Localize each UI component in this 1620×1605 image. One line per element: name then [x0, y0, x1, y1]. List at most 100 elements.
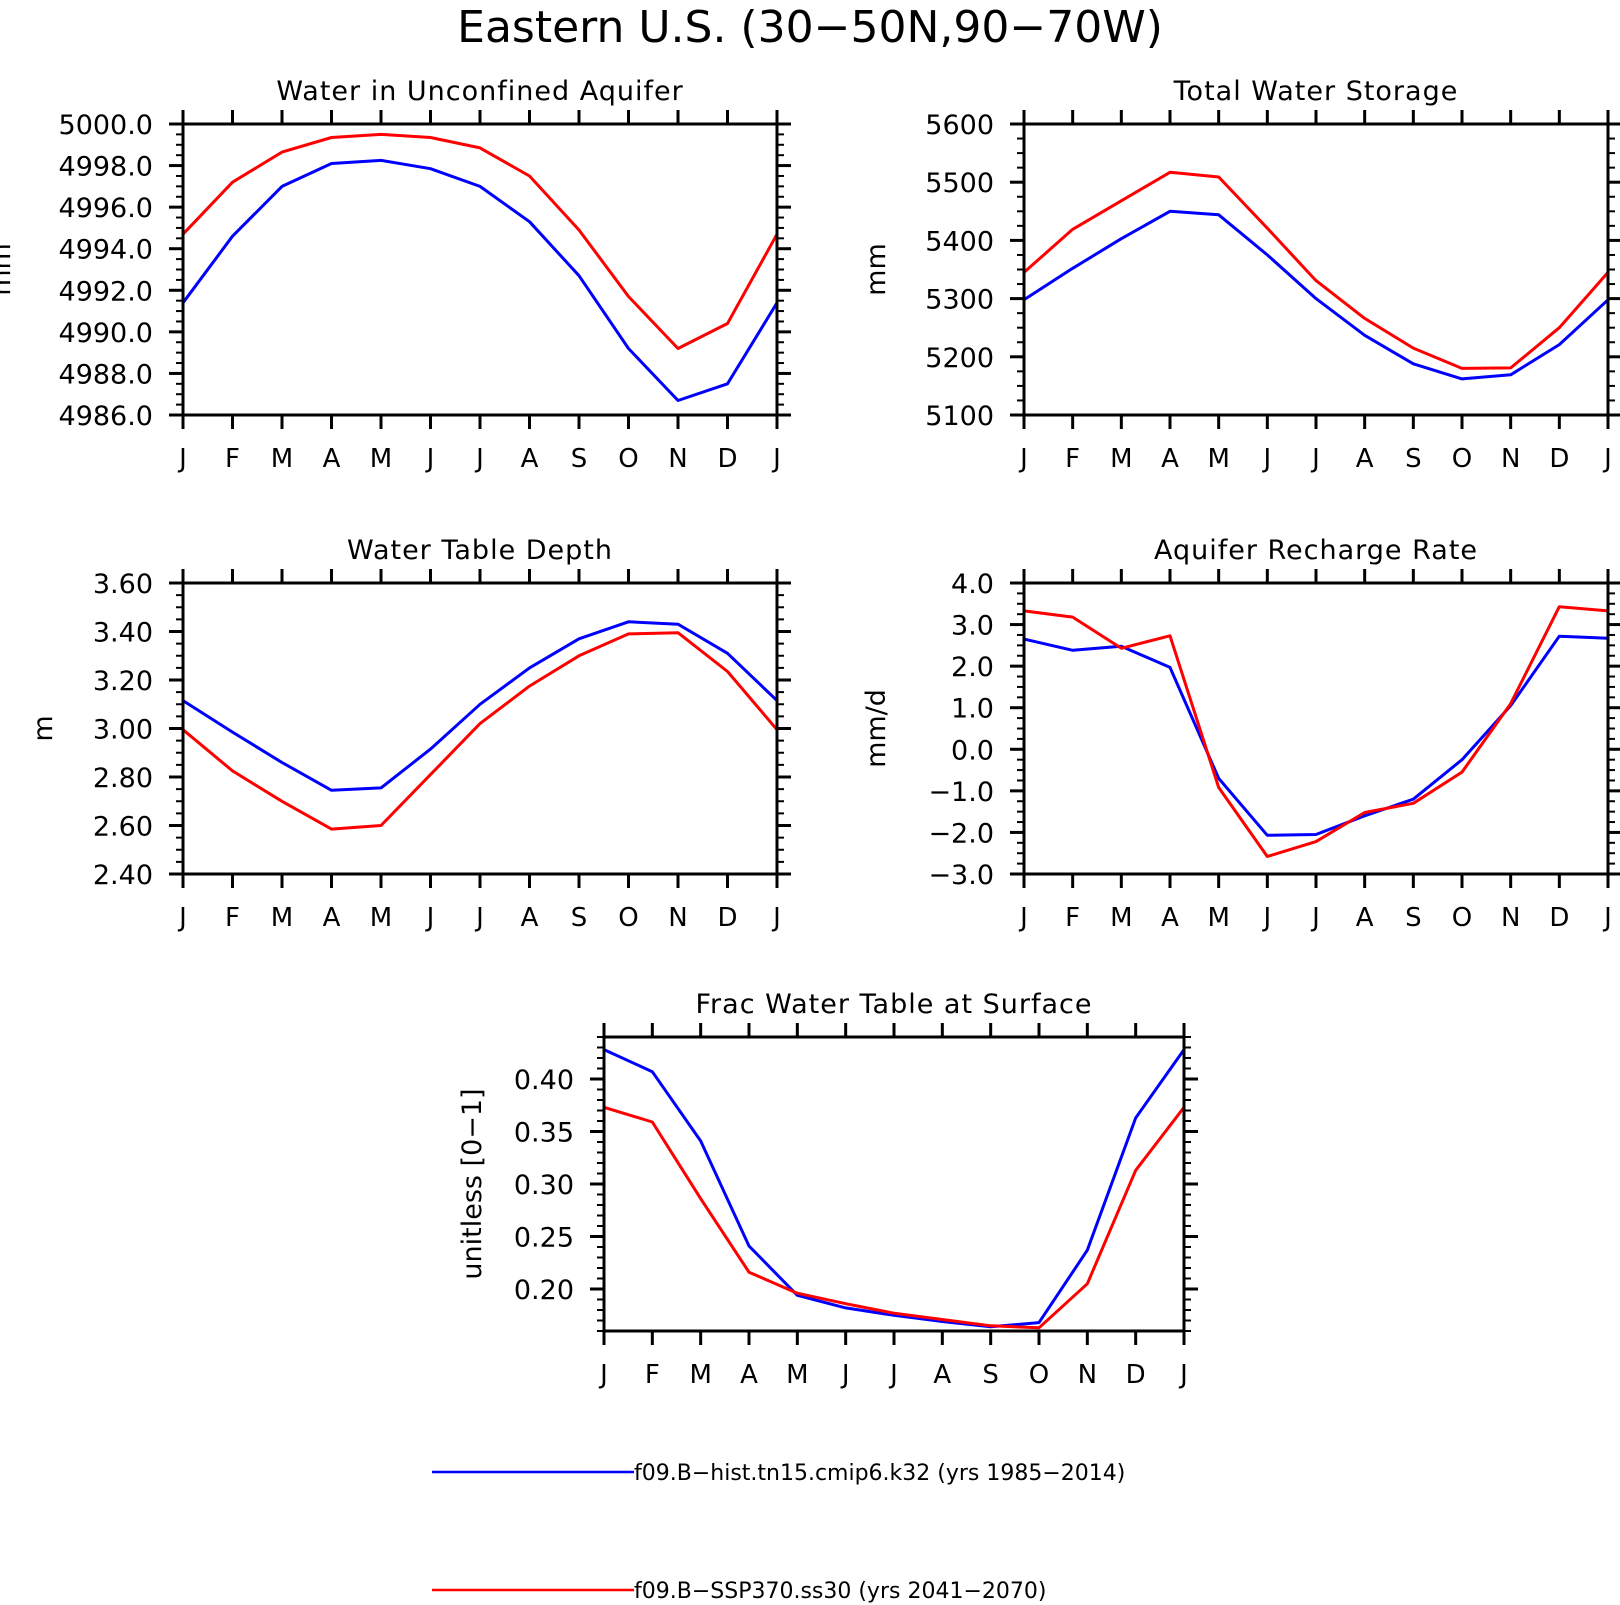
x-tick-label: F: [225, 444, 240, 474]
legend-entry-hist: f09.B−hist.tn15.cmip6.k32 (yrs 1985−2014…: [432, 1461, 1125, 1486]
x-tick-label: J: [1602, 903, 1612, 933]
x-tick-label: F: [225, 903, 240, 933]
figure-title: Eastern U.S. (30−50N,90−70W): [457, 2, 1163, 53]
series-line-ssp370: [1023, 605, 1609, 858]
y-tick-label: 5600: [925, 110, 994, 141]
panel-water-in-unconfined-aquifer: J F M A M J J A S O N D J4986.04988.04990.04992.0499…: [0, 76, 791, 474]
y-tick-label: 4.0: [951, 569, 994, 600]
x-tick-label: D: [1549, 444, 1569, 474]
y-tick-label: 4994.0: [59, 235, 153, 266]
x-tick-label: N: [1078, 1360, 1097, 1390]
series-line-ssp370: [181, 132, 779, 350]
x-tick-label: M: [1207, 903, 1229, 933]
x-tick-label: D: [717, 903, 737, 933]
x-tick-label: J: [771, 444, 781, 474]
panel-water-table-depth: J F M A M J J A S O N D J2.402.602.803.003.203.403.6…: [28, 535, 791, 933]
y-tick-label: 5400: [925, 226, 994, 257]
y-tick-label: 3.00: [93, 715, 153, 746]
plot-frame: [1022, 581, 1610, 876]
plot-frame: [181, 122, 779, 417]
x-tick-label: O: [1452, 444, 1472, 474]
x-tick-label: J: [474, 903, 484, 933]
x-tick-label: S: [1405, 444, 1422, 474]
y-tick-label: 4996.0: [59, 193, 153, 224]
y-tick-label: 0.25: [514, 1223, 574, 1254]
y-tick-label: 4998.0: [59, 152, 153, 183]
y-tick-label: 3.0: [951, 611, 994, 642]
x-tick-label: M: [786, 1360, 808, 1390]
y-tick-label: 4988.0: [59, 359, 153, 390]
x-tick-label: M: [1110, 444, 1132, 474]
y-tick-label: 5500: [925, 168, 994, 199]
x-tick-label: J: [474, 444, 484, 474]
series-line-hist: [1023, 634, 1609, 837]
series-line-hist: [1023, 209, 1610, 381]
x-tick-label: M: [1110, 903, 1132, 933]
x-tick-label: J: [1178, 1360, 1188, 1390]
panel-title: Frac Water Table at Surface: [695, 989, 1092, 1020]
x-tick-label: M: [271, 903, 293, 933]
legend-label: f09.B−SSP370.ss30 (yrs 2041−2070): [634, 1579, 1046, 1604]
x-tick-label: S: [982, 1360, 999, 1390]
x-tick-label: N: [1501, 444, 1520, 474]
y-tick-label: 1.0: [951, 694, 994, 725]
x-tick-label: F: [1065, 444, 1080, 474]
y-tick-label: 4986.0: [59, 401, 153, 432]
y-tick-label: 3.60: [93, 569, 153, 600]
x-tick-label: F: [645, 1360, 660, 1390]
x-tick-label: J: [1261, 903, 1271, 933]
series-line-hist: [603, 1048, 1186, 1329]
plot-frame: [181, 581, 779, 876]
y-tick-label: 2.0: [951, 652, 994, 683]
x-tick-label: N: [668, 903, 687, 933]
panel-title: Water Table Depth: [347, 535, 613, 566]
y-tick-label: 5100: [925, 401, 994, 432]
y-tick-label: 2.60: [93, 812, 153, 843]
x-tick-label: J: [1310, 903, 1320, 933]
y-tick-label: −2.0: [928, 818, 994, 849]
series-line-hist: [181, 158, 779, 402]
y-tick-label: 2.40: [93, 860, 153, 891]
x-tick-label: O: [618, 444, 638, 474]
legend-label: f09.B−hist.tn15.cmip6.k32 (yrs 1985−2014…: [634, 1461, 1125, 1486]
y-tick-label: 0.40: [514, 1065, 574, 1096]
x-tick-label: S: [571, 903, 588, 933]
y-tick-label: 3.40: [93, 618, 153, 649]
y-tick-label: −3.0: [928, 860, 994, 891]
y-tick-label: 3.20: [93, 666, 153, 697]
x-tick-label: A: [323, 903, 341, 933]
x-tick-label: A: [740, 1360, 758, 1390]
x-tick-label: J: [1018, 444, 1028, 474]
x-tick-label: A: [323, 444, 341, 474]
y-tick-label: 4990.0: [59, 318, 153, 349]
panel-aquifer-recharge-rate: J F M A M J J A S O N D J−3.0−2.0−1.00.01.02.03.04.0…: [861, 535, 1620, 933]
x-tick-label: O: [1452, 903, 1472, 933]
y-axis-label: mm: [0, 243, 17, 296]
x-tick-label: J: [840, 1360, 850, 1390]
x-tick-label: J: [771, 903, 781, 933]
series-line-hist: [182, 620, 779, 792]
x-tick-label: J: [888, 1360, 898, 1390]
chart-panels: J F M A M J J A S O N D J4986.04988.04990.04992.0499…: [0, 76, 1620, 1390]
panel-title: Aquifer Recharge Rate: [1154, 535, 1478, 566]
x-tick-label: J: [598, 1360, 608, 1390]
x-tick-label: A: [1161, 903, 1179, 933]
series-line-ssp370: [182, 631, 779, 831]
x-tick-label: M: [271, 444, 293, 474]
x-tick-label: A: [521, 903, 539, 933]
x-tick-label: J: [177, 903, 187, 933]
x-tick-label: J: [425, 444, 435, 474]
y-tick-label: 0.30: [514, 1170, 574, 1201]
y-axis-label: unitless [0−1]: [457, 1088, 488, 1279]
x-tick-label: D: [717, 444, 737, 474]
y-axis-label: m: [28, 715, 59, 741]
legend: f09.B−hist.tn15.cmip6.k32 (yrs 1985−2014…: [432, 1461, 1125, 1604]
panel-title: Total Water Storage: [1173, 76, 1459, 107]
x-tick-label: M: [689, 1360, 711, 1390]
x-tick-label: S: [1405, 903, 1422, 933]
series-line-ssp370: [603, 1105, 1186, 1330]
plot-frame: [1022, 122, 1610, 417]
x-tick-label: N: [668, 444, 687, 474]
